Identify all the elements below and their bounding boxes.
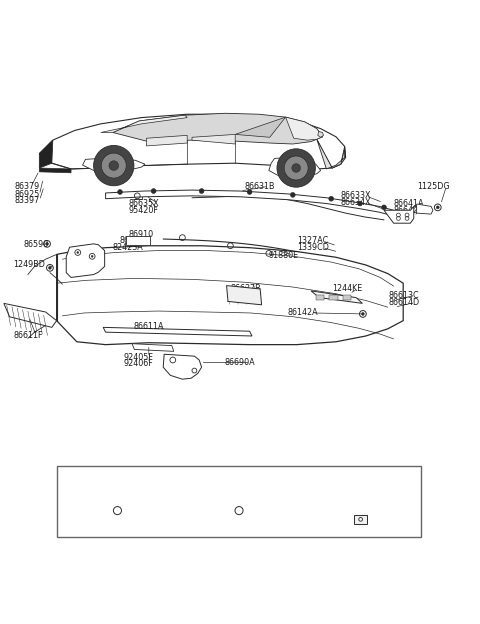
Polygon shape: [132, 344, 174, 351]
Polygon shape: [39, 114, 346, 169]
Bar: [57, 466, 421, 537]
Text: 1125DG: 1125DG: [418, 182, 450, 191]
Circle shape: [118, 190, 122, 195]
Circle shape: [151, 188, 156, 193]
Circle shape: [329, 197, 334, 201]
Circle shape: [48, 266, 51, 270]
Polygon shape: [106, 190, 394, 216]
Polygon shape: [39, 140, 53, 168]
Circle shape: [358, 201, 362, 206]
Polygon shape: [417, 204, 433, 214]
Text: 82423A: 82423A: [113, 243, 144, 252]
Text: 86637B: 86637B: [230, 285, 261, 293]
Circle shape: [292, 163, 300, 172]
Text: 86611F: 86611F: [13, 331, 43, 339]
Polygon shape: [83, 158, 145, 172]
Text: 86641A: 86641A: [394, 199, 424, 208]
Polygon shape: [57, 246, 403, 344]
Polygon shape: [227, 286, 262, 305]
Bar: [354, 515, 367, 524]
Polygon shape: [192, 134, 235, 144]
Polygon shape: [318, 132, 324, 137]
Text: 86614D: 86614D: [389, 298, 420, 307]
Polygon shape: [126, 236, 150, 245]
Polygon shape: [311, 291, 362, 303]
Polygon shape: [101, 115, 187, 132]
Text: 86142A: 86142A: [287, 308, 318, 318]
Text: 86590: 86590: [24, 240, 49, 250]
Text: 86690A: 86690A: [225, 358, 255, 367]
Text: 1244KE: 1244KE: [332, 285, 362, 293]
Text: 86925: 86925: [14, 190, 40, 200]
Circle shape: [109, 161, 119, 170]
Polygon shape: [113, 114, 323, 144]
Polygon shape: [384, 207, 414, 223]
Polygon shape: [317, 139, 345, 169]
Polygon shape: [286, 117, 323, 140]
Bar: [316, 295, 324, 300]
Polygon shape: [269, 157, 321, 177]
Circle shape: [277, 149, 315, 187]
Polygon shape: [39, 168, 71, 173]
Text: 1339CD: 1339CD: [298, 243, 329, 252]
Circle shape: [77, 251, 79, 253]
Circle shape: [290, 192, 295, 197]
Text: 86635X: 86635X: [129, 199, 159, 208]
Polygon shape: [66, 244, 105, 278]
Circle shape: [436, 206, 439, 209]
Circle shape: [94, 145, 134, 186]
Text: 86611A: 86611A: [133, 322, 164, 331]
Circle shape: [199, 188, 204, 193]
Text: 83397: 83397: [14, 196, 40, 205]
Text: 95420F: 95420F: [129, 206, 158, 215]
Polygon shape: [4, 303, 57, 328]
Text: 86848A: 86848A: [120, 236, 151, 245]
Text: 92405F: 92405F: [124, 353, 154, 362]
Text: 86910: 86910: [129, 230, 154, 239]
Text: 86634X: 86634X: [341, 198, 372, 207]
Polygon shape: [103, 328, 252, 336]
Circle shape: [91, 255, 93, 257]
Text: 86593F: 86593F: [101, 476, 134, 485]
Circle shape: [361, 313, 364, 315]
Text: 1249LG: 1249LG: [222, 476, 256, 485]
Polygon shape: [163, 354, 202, 379]
Text: 1335AA: 1335AA: [343, 476, 378, 485]
Text: 86631B: 86631B: [245, 182, 276, 191]
Bar: [343, 295, 351, 300]
Circle shape: [101, 153, 126, 178]
Text: 91880E: 91880E: [269, 251, 299, 260]
Text: 86379: 86379: [14, 182, 40, 191]
Text: 1327AC: 1327AC: [298, 236, 329, 245]
Text: 86613C: 86613C: [389, 291, 420, 300]
Text: 92406F: 92406F: [124, 359, 154, 368]
Text: 86642A: 86642A: [394, 206, 424, 215]
Circle shape: [247, 190, 252, 195]
Polygon shape: [235, 117, 286, 137]
Text: 1249BD: 1249BD: [13, 260, 45, 270]
Bar: [329, 295, 338, 300]
Circle shape: [46, 242, 48, 245]
Circle shape: [382, 205, 386, 210]
Circle shape: [284, 156, 308, 180]
Text: 86633X: 86633X: [341, 192, 372, 200]
Polygon shape: [146, 135, 187, 146]
